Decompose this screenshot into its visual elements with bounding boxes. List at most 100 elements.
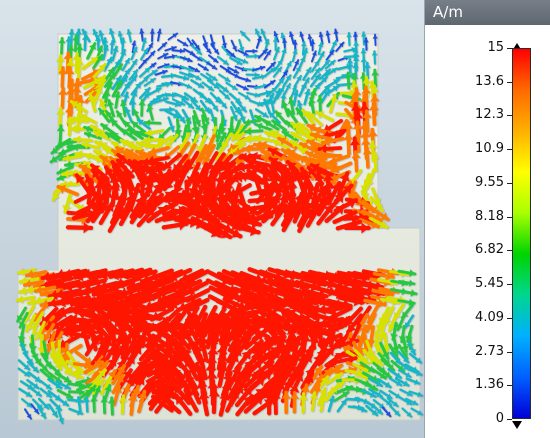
field-vector-arrowhead xyxy=(202,117,210,123)
field-vector-arrowhead xyxy=(291,86,297,92)
field-vector-arrowhead xyxy=(207,336,219,345)
field-vector-arrowhead xyxy=(41,288,49,298)
field-vector-arrowhead xyxy=(100,397,108,403)
field-vector-arrowhead xyxy=(291,132,299,140)
field-vector-arrowhead xyxy=(285,84,291,89)
field-vector-arrowhead xyxy=(124,69,130,75)
field-vector-arrowhead xyxy=(113,386,122,394)
field-vector-arrowhead xyxy=(352,48,359,53)
field-vector-arrowhead xyxy=(273,31,279,37)
field-vector-arrowhead xyxy=(80,113,88,121)
field-vector-arrowhead xyxy=(250,225,259,236)
field-vector-arrowhead xyxy=(51,155,58,162)
field-plot-viewport[interactable] xyxy=(0,0,424,438)
field-vector-arrowhead xyxy=(109,40,115,46)
field-vector-arrowhead xyxy=(360,32,367,37)
legend-color-scale xyxy=(512,48,531,419)
field-vector-arrowhead xyxy=(221,327,232,337)
field-vector-arrowhead xyxy=(262,155,271,164)
field-vector-arrowhead xyxy=(150,270,159,282)
field-vector-arrowhead xyxy=(222,289,232,300)
field-vector-arrowhead xyxy=(229,389,240,399)
field-vector-arrowhead xyxy=(339,173,350,182)
field-vector-arrowhead xyxy=(196,380,208,389)
field-vector-arrowhead xyxy=(51,320,61,330)
field-vector-arrowhead xyxy=(386,393,392,399)
field-vector-arrowhead xyxy=(72,35,80,41)
field-vector-arrowhead xyxy=(153,396,163,406)
field-vector-arrowhead xyxy=(45,383,51,389)
field-vector-arrowhead xyxy=(231,367,242,377)
field-vector-arrowhead xyxy=(19,286,27,295)
field-vector-arrowhead xyxy=(222,86,228,92)
field-vector-arrowhead xyxy=(168,125,175,131)
field-vector-arrowhead xyxy=(137,164,148,174)
field-vector-arrowhead xyxy=(384,381,391,388)
field-vector-arrowhead xyxy=(123,82,130,89)
field-vector-arrowhead xyxy=(222,59,228,65)
field-vector-arrowhead xyxy=(58,67,68,74)
field-vector-arrowhead xyxy=(294,364,304,374)
field-vector-arrowhead xyxy=(132,122,139,129)
field-vector-arrowhead xyxy=(155,383,165,392)
field-vector-arrowhead xyxy=(379,220,387,229)
field-vector-arrowhead xyxy=(64,138,71,147)
legend-tick-label: 5.45 xyxy=(475,276,504,292)
field-vector-arrowhead xyxy=(262,371,272,381)
color-legend-panel: A/m 15 13.6 12.3 10.9 9.55 8.18 6.82 5.45 4.09 2.… xyxy=(424,0,550,438)
field-vector-arrowhead xyxy=(99,361,108,370)
field-vector-arrowhead xyxy=(98,64,106,72)
field-vector-arrowhead xyxy=(56,108,65,115)
field-vector-arrowhead xyxy=(281,101,288,108)
field-vector-arrowhead xyxy=(294,60,299,65)
field-vector-arrowhead xyxy=(113,336,124,345)
field-vector-arrowhead xyxy=(221,382,233,392)
field-vector-arrowhead xyxy=(406,411,412,417)
field-vector-arrowhead xyxy=(417,410,422,415)
field-vector-arrowhead xyxy=(268,324,280,334)
field-vector-arrowhead xyxy=(369,391,376,398)
field-vector-arrowhead xyxy=(321,336,332,346)
field-vector-arrowhead xyxy=(125,154,134,163)
field-vector-arrowhead xyxy=(102,45,109,51)
field-vector-arrowhead xyxy=(95,307,105,318)
field-vector-arrowhead xyxy=(346,59,354,64)
field-vector-arrowhead xyxy=(144,135,151,145)
field-vector-arrowhead xyxy=(72,79,82,87)
field-vector-arrowhead xyxy=(331,183,341,193)
field-vector-arrowhead xyxy=(311,163,320,173)
field-vector-arrowhead xyxy=(17,295,24,304)
field-vector-arrowhead xyxy=(90,191,100,201)
legend-tick-mark xyxy=(507,317,512,319)
vector-field-canvas[interactable] xyxy=(0,0,424,438)
field-vector-arrowhead xyxy=(57,173,65,181)
field-vector-arrowhead xyxy=(276,333,287,343)
field-vector-arrowhead xyxy=(322,194,332,204)
field-vector-arrowhead xyxy=(179,100,185,106)
field-vector-arrowhead xyxy=(102,90,111,96)
field-vector-arrowhead xyxy=(346,33,352,38)
field-vector-arrowhead xyxy=(110,269,119,281)
field-vector-arrowhead xyxy=(305,68,311,74)
field-vector-arrowhead xyxy=(51,147,58,153)
field-vector-arrowhead xyxy=(221,42,227,48)
field-vector-arrowhead xyxy=(325,31,331,36)
field-vector-arrowhead xyxy=(172,112,179,119)
field-vector-arrowhead xyxy=(342,298,351,310)
field-vector-arrowhead xyxy=(408,279,414,287)
field-vector-arrowhead xyxy=(98,370,106,378)
field-vector-arrowhead xyxy=(346,198,356,209)
field-vector-arrowhead xyxy=(115,375,124,383)
field-vector-arrowhead xyxy=(90,337,99,346)
field-vector-arrowhead xyxy=(35,390,41,396)
field-vector-arrowhead xyxy=(197,56,202,61)
field-vector-arrowhead xyxy=(203,106,210,113)
field-vector-arrowhead xyxy=(122,306,132,316)
field-vector-arrowhead xyxy=(395,380,402,386)
field-vector-arrowhead xyxy=(409,269,415,277)
field-vector-arrowhead xyxy=(131,164,142,174)
field-vector-arrowhead xyxy=(34,272,42,282)
field-vector-arrowhead xyxy=(291,320,302,330)
field-vector-arrowhead xyxy=(45,343,55,351)
legend-tick-mark xyxy=(507,250,512,252)
